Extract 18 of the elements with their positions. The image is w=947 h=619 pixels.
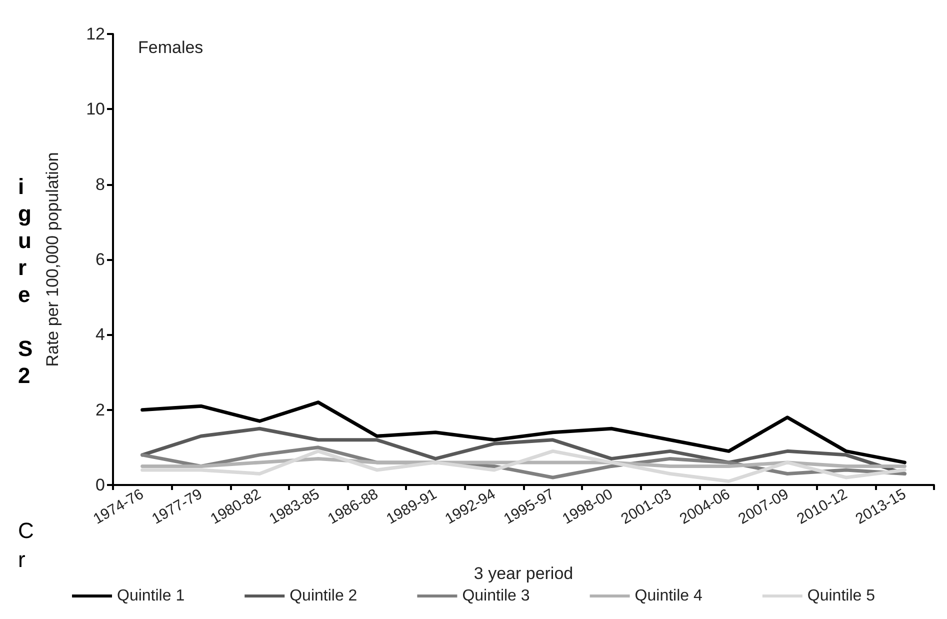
text: igure S2 — [18, 174, 33, 388]
y-tick-label: 4 — [96, 325, 105, 344]
y-axis-title: Rate per 100,000 population — [43, 152, 62, 367]
y-tick-label: 6 — [96, 250, 105, 269]
y-tick-label: 8 — [96, 174, 105, 194]
legend-label: Quintile 5 — [807, 588, 876, 604]
line-series — [140, 400, 906, 464]
chart-title: Females — [138, 38, 204, 57]
y-tick-label: 10 — [86, 100, 105, 119]
legend-label: Quintile 3 — [462, 588, 530, 604]
legend-label: Quintile 2 — [290, 588, 358, 604]
text: Cr — [18, 518, 34, 572]
legend-label: Quintile 1 — [117, 588, 185, 604]
y-tick-label: 12 — [86, 24, 105, 44]
x-axis-title: 3 year period — [474, 564, 574, 583]
y-tick-label: 2 — [96, 400, 105, 420]
y-tick-label: 0 — [96, 476, 105, 494]
legend-label: Quintile 4 — [634, 588, 702, 604]
